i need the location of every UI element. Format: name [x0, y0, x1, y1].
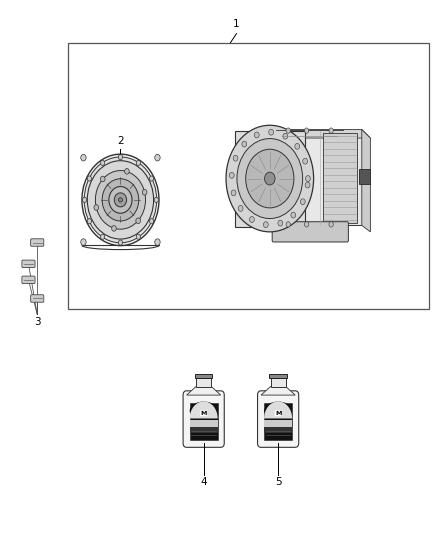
Bar [264, 427, 292, 433]
Bar [235, 131, 305, 227]
Circle shape [149, 176, 154, 181]
Bar [322, 133, 357, 223]
Circle shape [305, 182, 310, 188]
Text: 3: 3 [34, 318, 41, 327]
Circle shape [242, 141, 247, 147]
Circle shape [149, 219, 154, 224]
Circle shape [246, 149, 294, 208]
Bar [269, 374, 287, 378]
Circle shape [136, 160, 141, 165]
Ellipse shape [109, 187, 132, 213]
Bar [264, 403, 292, 440]
Text: 4: 4 [200, 478, 207, 487]
Text: M: M [275, 411, 281, 416]
Bar [196, 378, 211, 387]
FancyBboxPatch shape [22, 276, 35, 284]
FancyBboxPatch shape [31, 295, 44, 302]
Wedge shape [190, 401, 218, 418]
Circle shape [100, 176, 105, 182]
Ellipse shape [114, 193, 127, 207]
Ellipse shape [84, 157, 157, 243]
Circle shape [136, 218, 141, 223]
Ellipse shape [82, 154, 159, 246]
Ellipse shape [190, 401, 218, 420]
Circle shape [155, 239, 160, 245]
Ellipse shape [87, 161, 154, 239]
Text: M: M [201, 411, 207, 416]
Circle shape [118, 155, 123, 160]
Polygon shape [187, 386, 221, 395]
Bar [195, 374, 212, 378]
Circle shape [155, 155, 160, 161]
Text: 5: 5 [275, 478, 282, 487]
Circle shape [94, 205, 99, 211]
Circle shape [291, 212, 296, 218]
Circle shape [136, 235, 141, 239]
Circle shape [112, 225, 116, 231]
Circle shape [304, 128, 309, 133]
FancyBboxPatch shape [22, 260, 35, 268]
Circle shape [125, 168, 129, 174]
Circle shape [250, 216, 254, 222]
Circle shape [237, 139, 303, 219]
Bar [271, 378, 286, 387]
Circle shape [233, 155, 238, 161]
Bar [190, 427, 218, 433]
Circle shape [300, 199, 305, 205]
Circle shape [305, 175, 310, 181]
Circle shape [254, 132, 259, 138]
Circle shape [100, 160, 105, 165]
Polygon shape [261, 386, 295, 395]
Circle shape [118, 240, 123, 245]
Circle shape [87, 176, 92, 181]
Circle shape [283, 133, 288, 139]
Circle shape [81, 239, 86, 245]
Circle shape [226, 125, 314, 232]
Bar [68, 43, 429, 309]
Circle shape [329, 222, 333, 227]
Circle shape [154, 197, 159, 203]
FancyBboxPatch shape [258, 391, 299, 447]
Circle shape [304, 222, 309, 227]
Circle shape [303, 158, 307, 164]
Polygon shape [270, 130, 371, 138]
Ellipse shape [95, 171, 145, 229]
Text: 2: 2 [117, 136, 124, 146]
Bar [359, 169, 371, 184]
Circle shape [286, 222, 290, 227]
Bar [190, 421, 218, 427]
Bar [264, 421, 292, 427]
Circle shape [278, 220, 283, 226]
Circle shape [329, 128, 333, 133]
Wedge shape [264, 401, 292, 418]
Circle shape [265, 172, 275, 185]
Ellipse shape [264, 401, 292, 420]
FancyBboxPatch shape [31, 239, 44, 246]
Text: 1: 1 [233, 19, 240, 29]
FancyBboxPatch shape [272, 222, 348, 242]
Circle shape [263, 222, 268, 228]
Ellipse shape [102, 179, 139, 221]
Bar [270, 130, 362, 225]
Circle shape [295, 143, 300, 149]
Circle shape [81, 155, 86, 161]
Circle shape [142, 189, 147, 195]
FancyBboxPatch shape [183, 391, 224, 447]
Circle shape [82, 197, 87, 203]
Circle shape [286, 128, 290, 133]
Circle shape [100, 235, 105, 239]
Circle shape [269, 130, 274, 135]
Polygon shape [362, 130, 371, 232]
Bar [190, 403, 218, 440]
Circle shape [230, 172, 234, 178]
Ellipse shape [119, 198, 122, 202]
Circle shape [238, 205, 243, 211]
Circle shape [87, 219, 92, 224]
Circle shape [231, 190, 236, 196]
